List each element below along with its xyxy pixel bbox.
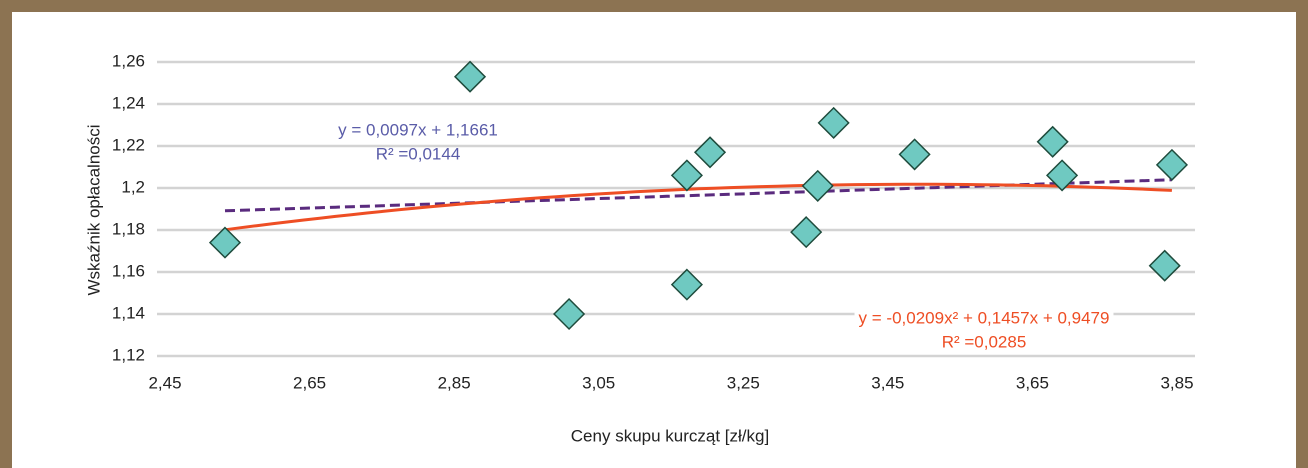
x-tick-label: 3,85: [1160, 373, 1193, 392]
y-tick-label: 1,22: [112, 135, 145, 154]
marker: [1036, 125, 1069, 158]
x-tick-label: 3,05: [582, 373, 615, 392]
x-tick-label: 2,85: [438, 373, 471, 392]
y-tick-label: 1,18: [112, 219, 145, 238]
x-tick-label: 2,65: [293, 373, 326, 392]
trendline-r2: R² =0,0144: [376, 144, 461, 163]
y-tick-label: 1,12: [112, 345, 145, 364]
y-tick-label: 1,14: [112, 303, 145, 322]
marker: [1046, 159, 1079, 192]
x-tick-label: 2,45: [148, 373, 181, 392]
marker: [453, 60, 487, 93]
trendline-r2: R² =0,0285: [942, 332, 1027, 351]
marker: [1155, 148, 1189, 181]
marker: [670, 159, 703, 192]
marker: [817, 106, 850, 139]
marker: [693, 136, 727, 169]
marker: [553, 297, 586, 331]
y-tick-label: 1,26: [112, 51, 145, 70]
x-tick-label: 3,65: [1016, 373, 1049, 392]
marker: [670, 268, 703, 301]
trendline-equation: y = 0,0097x + 1,1661: [338, 120, 498, 139]
x-tick-label: 3,45: [871, 373, 904, 392]
trendline-equation: y = -0,0209x² + 0,1457x + 0,9479: [859, 308, 1110, 327]
marker: [801, 169, 834, 202]
y-tick-label: 1,16: [112, 261, 145, 280]
marker: [790, 216, 823, 249]
trendline: [224, 182, 1172, 232]
x-tick-label: 3,25: [727, 373, 760, 392]
x-axis-label: Ceny skupu kurcząt [zł/kg]: [571, 426, 769, 445]
y-tick-label: 1,2: [121, 177, 145, 196]
marker: [898, 138, 931, 171]
label-background: [854, 308, 1114, 328]
marker: [1148, 249, 1181, 282]
y-axis-label: Wskaźnik opłacalności: [84, 124, 103, 295]
marker: [208, 226, 242, 259]
y-tick-label: 1,24: [112, 93, 145, 112]
